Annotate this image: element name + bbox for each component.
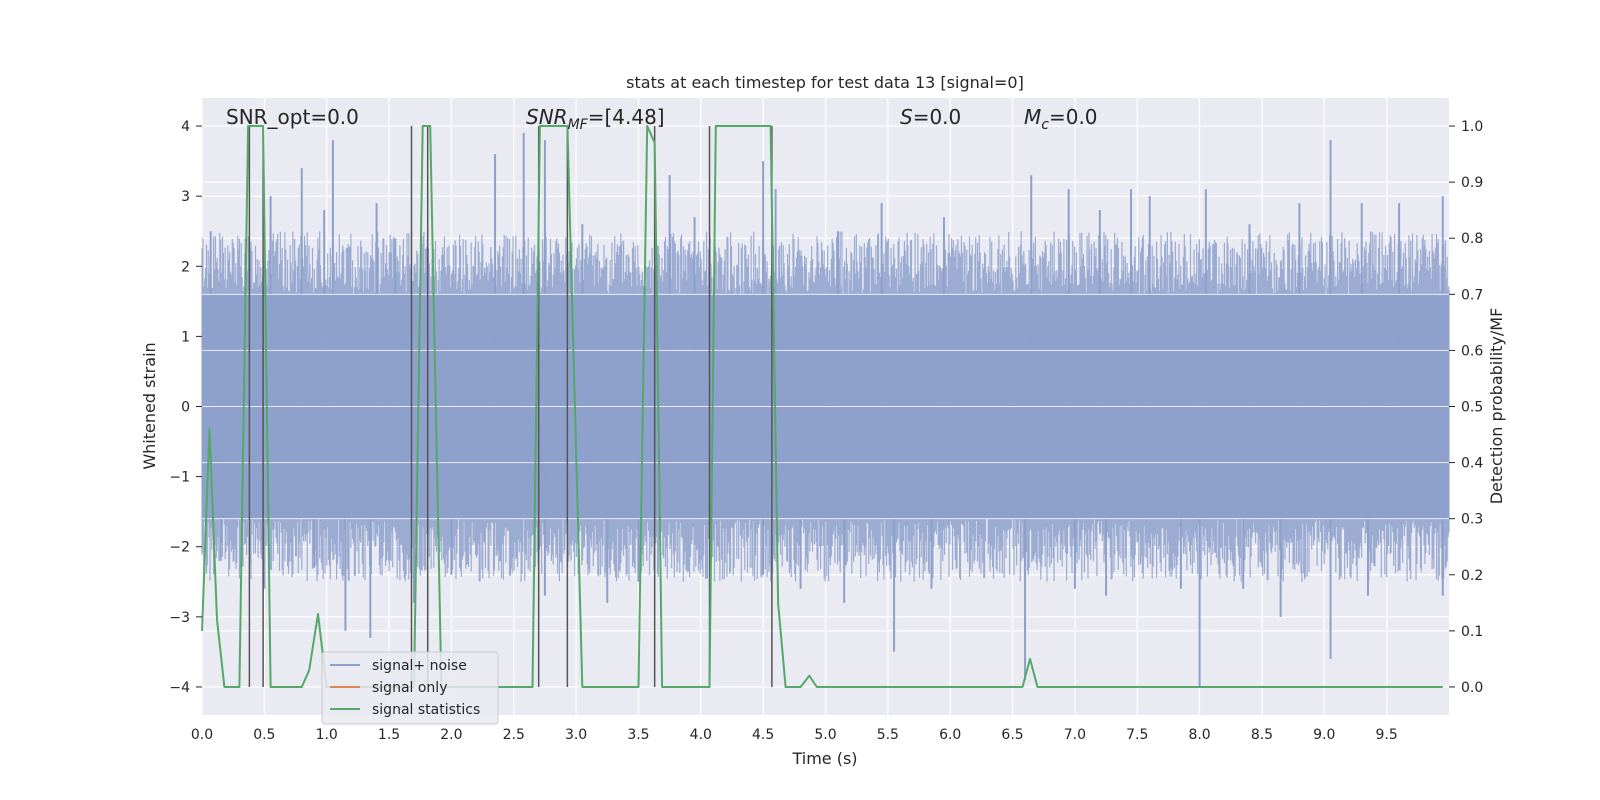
annotation-snr-mf-value: =[4.48]	[588, 105, 665, 129]
statistics-series	[201, 125, 1443, 688]
x-tick-label: 1.5	[378, 727, 400, 743]
statistics-line	[201, 125, 1443, 688]
y-tick-label: −3	[169, 610, 190, 626]
y2-axis-ticks: 1.0 0.9 0.8 0.7 0.6 0.5 0.4 0.3 0.2 0.1 0.0	[1449, 119, 1483, 696]
y-tick-label: −2	[169, 540, 190, 556]
x-axis-label: Time (s)	[791, 749, 857, 768]
y-tick-label: −4	[169, 680, 190, 696]
x-tick-label: 5.5	[877, 727, 899, 743]
annotation-mc: Mc=0.0	[1024, 105, 1098, 133]
annotation-snr-mf: SNRMF=[4.48]	[526, 105, 665, 133]
x-tick-label: 4.0	[690, 727, 712, 743]
legend-label-noise: signal+ noise	[372, 658, 467, 674]
annotation-snr-mf-sub: MF	[568, 117, 589, 133]
annotation-s-value: =0.0	[913, 105, 962, 129]
y2-axis-label: Detection probability/MF	[1487, 308, 1506, 505]
y-tick-label: −1	[169, 470, 190, 486]
x-tick-label: 0.5	[253, 727, 275, 743]
y2-tick-label: 0.1	[1461, 624, 1483, 640]
x-tick-label: 7.5	[1126, 727, 1148, 743]
annotation-mc-main: M	[1024, 105, 1041, 129]
noise-series	[201, 133, 1450, 687]
x-tick-label: 0.0	[191, 727, 213, 743]
y2-tick-label: 0.5	[1461, 400, 1483, 416]
x-tick-label: 4.5	[752, 727, 774, 743]
y-tick-label: 0	[181, 400, 190, 416]
y-axis-label: Whitened strain	[140, 342, 159, 469]
vertical-markers	[248, 126, 773, 687]
y-tick-label: 1	[181, 329, 190, 345]
y2-tick-label: 0.4	[1461, 456, 1483, 472]
y-tick-label: 2	[181, 259, 190, 275]
annotation-snr-mf-main: SNR	[526, 105, 568, 129]
x-tick-label: 2.0	[440, 727, 462, 743]
y2-tick-label: 0.7	[1461, 287, 1483, 303]
legend-box	[321, 651, 499, 725]
x-tick-label: 9.0	[1313, 727, 1335, 743]
legend-label-stats: signal statistics	[372, 702, 480, 718]
y2-tick-label: 0.8	[1461, 231, 1483, 247]
annotation-s-main: S	[900, 105, 913, 129]
legend: signal+ noise signal only signal statist…	[321, 651, 499, 725]
x-tick-label: 3.5	[627, 727, 649, 743]
x-tick-label: 8.0	[1188, 727, 1210, 743]
x-tick-label: 8.5	[1251, 727, 1273, 743]
y2-tick-label: 0.2	[1461, 568, 1483, 584]
x-tick-label: 5.0	[814, 727, 836, 743]
x-tick-label: 1.0	[316, 727, 338, 743]
annotation-mc-sub: c	[1041, 117, 1049, 133]
y2-tick-label: 0.3	[1461, 512, 1483, 528]
x-tick-label: 6.0	[939, 727, 961, 743]
x-tick-label: 2.5	[503, 727, 525, 743]
annotation-mc-value: =0.0	[1049, 105, 1098, 129]
y-axis-ticks: 4 3 2 1 0 −1 −2 −3 −4	[169, 119, 202, 696]
annotation-s: S=0.0	[900, 105, 961, 129]
y-tick-label: 4	[181, 119, 190, 135]
y2-tick-label: 1.0	[1461, 119, 1483, 135]
x-tick-label: 6.5	[1001, 727, 1023, 743]
chart-title: stats at each timestep for test data 13 …	[626, 73, 1024, 92]
y-tick-label: 3	[181, 189, 190, 205]
legend-label-signal: signal only	[372, 680, 447, 696]
x-tick-label: 7.0	[1064, 727, 1086, 743]
x-tick-label: 3.0	[565, 727, 587, 743]
y2-tick-label: 0.6	[1461, 343, 1483, 359]
x-tick-label: 9.5	[1376, 727, 1398, 743]
x-axis-ticks: 0.0 0.5 1.0 1.5 2.0 2.5 3.0 3.5 4.0 4.5 5.0 5.5 6.0 6…	[191, 727, 1398, 743]
annotation-snr-opt: SNR_opt=0.0	[226, 105, 359, 129]
y2-tick-label: 0.0	[1461, 680, 1483, 696]
y2-tick-label: 0.9	[1461, 175, 1483, 191]
